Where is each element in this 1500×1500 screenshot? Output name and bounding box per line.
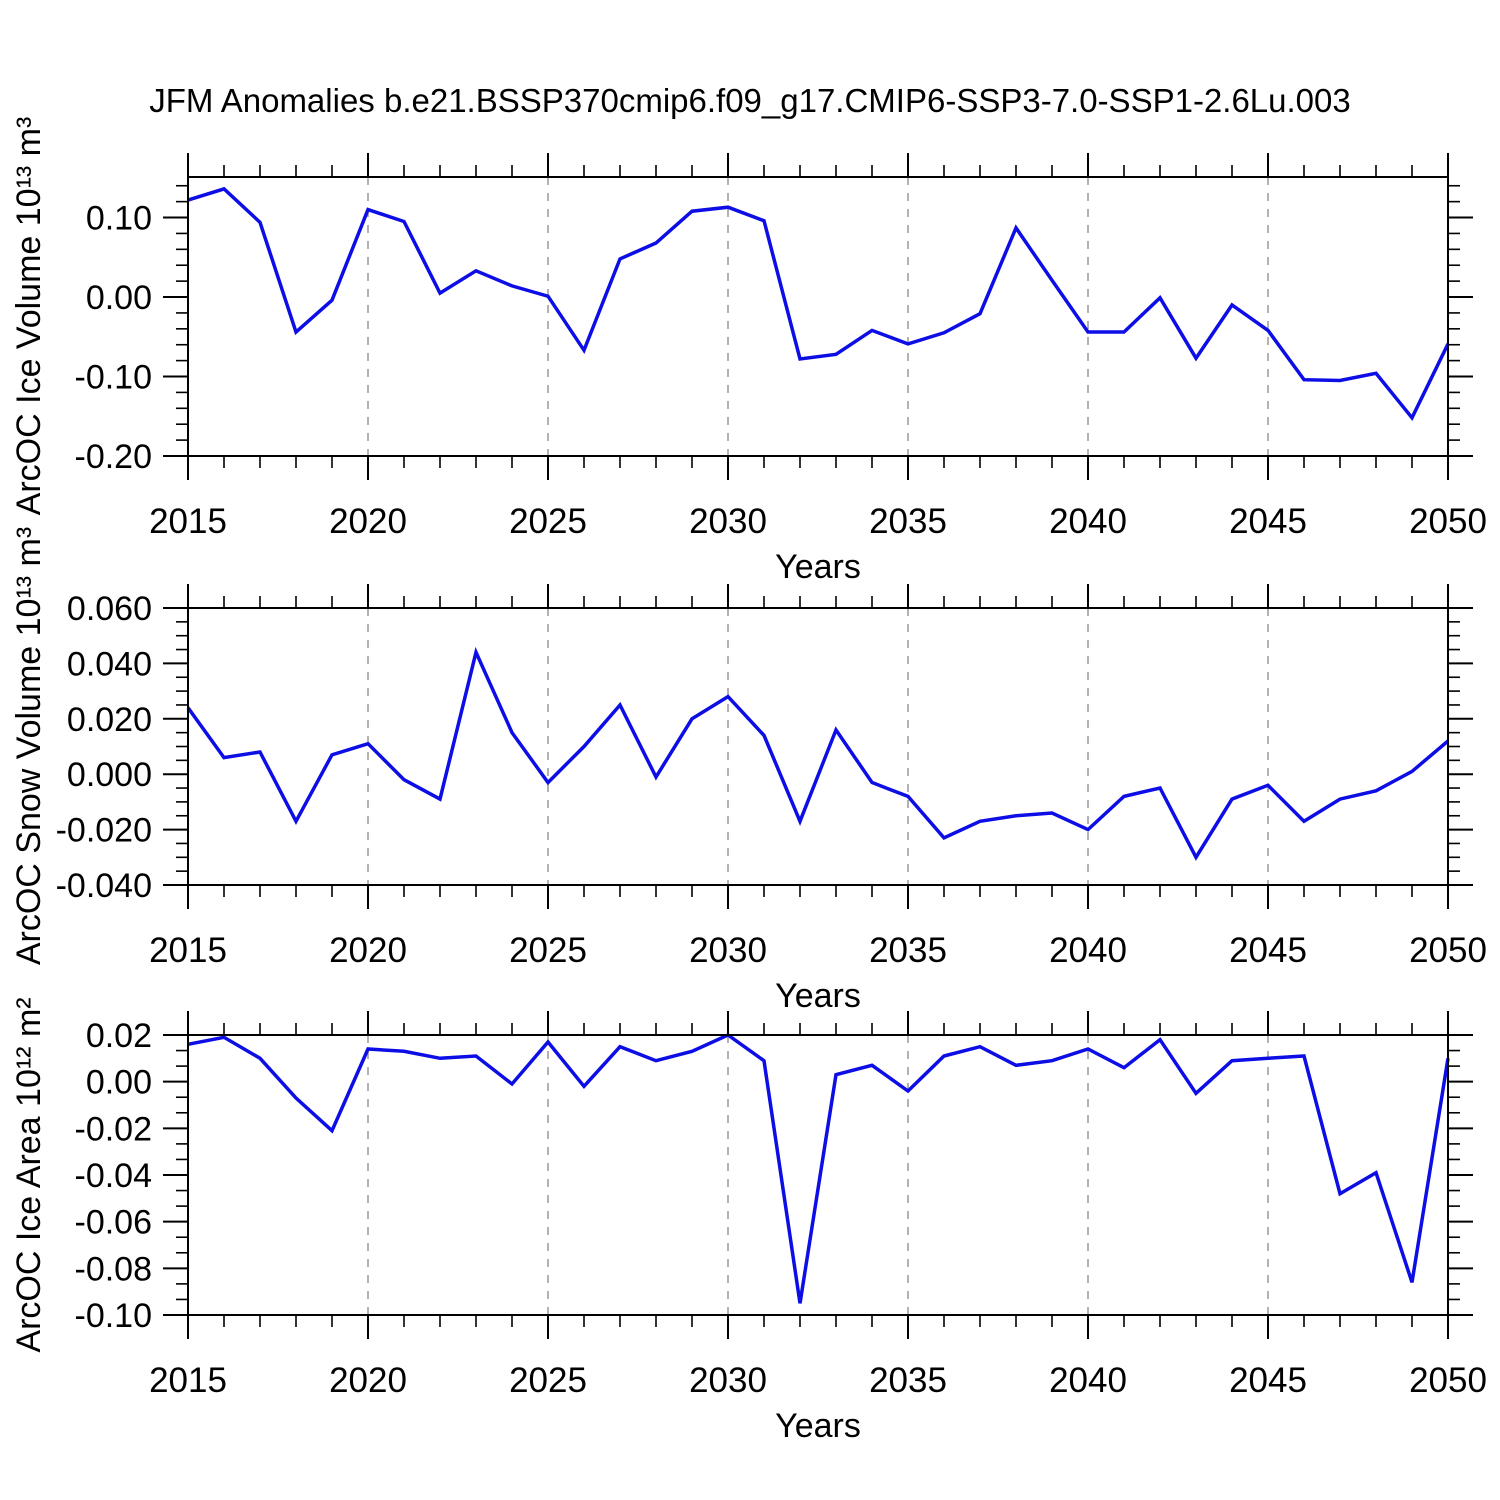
x-tick-label: 2020 bbox=[329, 931, 407, 970]
chart-ice-volume: 0.10 0.00 -0.10 -0.20 2015 2020 2025 2030 2035 20… bbox=[75, 153, 1487, 541]
x-tick-label: 2040 bbox=[1049, 1361, 1127, 1400]
x-tick-label: 2035 bbox=[869, 1361, 947, 1400]
chart-snow-volume: 0.060 0.040 0.020 0.000 -0.020 -0.040 2015 2020… bbox=[56, 584, 1487, 970]
y-axis-title-snow-volume: ArcOC Snow Volume 10¹³ m³ bbox=[10, 527, 48, 965]
y-tick-label: -0.06 bbox=[75, 1204, 153, 1242]
x-tick-label: 2050 bbox=[1409, 1361, 1487, 1400]
x-tick-label: 2050 bbox=[1409, 931, 1487, 970]
x-tick-label: 2035 bbox=[869, 502, 947, 541]
plot-frame bbox=[187, 1034, 1449, 1316]
y-tick-label: 0.00 bbox=[86, 279, 152, 317]
y-tick-label: -0.20 bbox=[75, 438, 153, 476]
series-line bbox=[186, 646, 1450, 861]
y-tick-label: -0.02 bbox=[75, 1110, 153, 1148]
x-tick-label: 2030 bbox=[689, 1361, 767, 1400]
y-tick-label: 0.02 bbox=[86, 1017, 152, 1055]
y-tick-label: -0.04 bbox=[75, 1157, 153, 1195]
plot-frame bbox=[187, 607, 1449, 886]
x-tick-label: 2015 bbox=[149, 502, 227, 541]
y-tick-label: -0.08 bbox=[75, 1250, 153, 1288]
x-tick-label: 2050 bbox=[1409, 502, 1487, 541]
y-tick-label: -0.020 bbox=[56, 812, 152, 850]
x-tick-label: 2015 bbox=[149, 931, 227, 970]
y-tick-label: 0.000 bbox=[67, 756, 152, 794]
y-tick-label: 0.020 bbox=[67, 701, 152, 739]
x-tick-label: 2020 bbox=[329, 1361, 407, 1400]
series-line bbox=[187, 1032, 1450, 1304]
y-tick-label: 0.060 bbox=[67, 590, 152, 628]
x-tick-label: 2025 bbox=[509, 1361, 587, 1400]
figure-title: JFM Anomalies b.e21.BSSP370cmip6.f09_g17… bbox=[149, 82, 1351, 119]
x-axis-title-snow-volume: Years bbox=[775, 977, 861, 1015]
x-axis-title-ice-volume: Years bbox=[775, 548, 861, 586]
y-axis-title-ice-area: ArcOC Ice Area 10¹² m² bbox=[10, 997, 48, 1352]
x-tick-label: 2040 bbox=[1049, 502, 1127, 541]
y-tick-label: -0.10 bbox=[75, 359, 153, 397]
x-tick-label: 2040 bbox=[1049, 931, 1127, 970]
x-tick-label: 2015 bbox=[149, 1361, 227, 1400]
y-tick-label: -0.10 bbox=[75, 1297, 153, 1335]
x-tick-label: 2030 bbox=[689, 931, 767, 970]
y-axis-title-ice-volume: ArcOC Ice Volume 10¹³ m³ bbox=[10, 117, 48, 516]
x-tick-label: 2045 bbox=[1229, 1361, 1307, 1400]
x-tick-label: 2045 bbox=[1229, 931, 1307, 970]
y-tick-label: -0.040 bbox=[56, 867, 152, 905]
y-tick-label: 0.10 bbox=[86, 200, 152, 238]
x-axis-title-ice-area: Years bbox=[775, 1407, 861, 1445]
x-tick-label: 2025 bbox=[509, 502, 587, 541]
y-tick-label: 0.00 bbox=[86, 1064, 152, 1102]
chart-ice-area: 0.02 0.00 -0.02 -0.04 -0.06 -0.08 -0.10 2015 202… bbox=[75, 1011, 1487, 1400]
x-tick-label: 2025 bbox=[509, 931, 587, 970]
x-tick-label: 2035 bbox=[869, 931, 947, 970]
y-tick-label: 0.040 bbox=[67, 645, 152, 683]
x-tick-label: 2045 bbox=[1229, 502, 1307, 541]
series-line bbox=[187, 186, 1450, 422]
plot-frame bbox=[187, 176, 1449, 457]
x-tick-label: 2030 bbox=[689, 502, 767, 541]
x-tick-label: 2020 bbox=[329, 502, 407, 541]
